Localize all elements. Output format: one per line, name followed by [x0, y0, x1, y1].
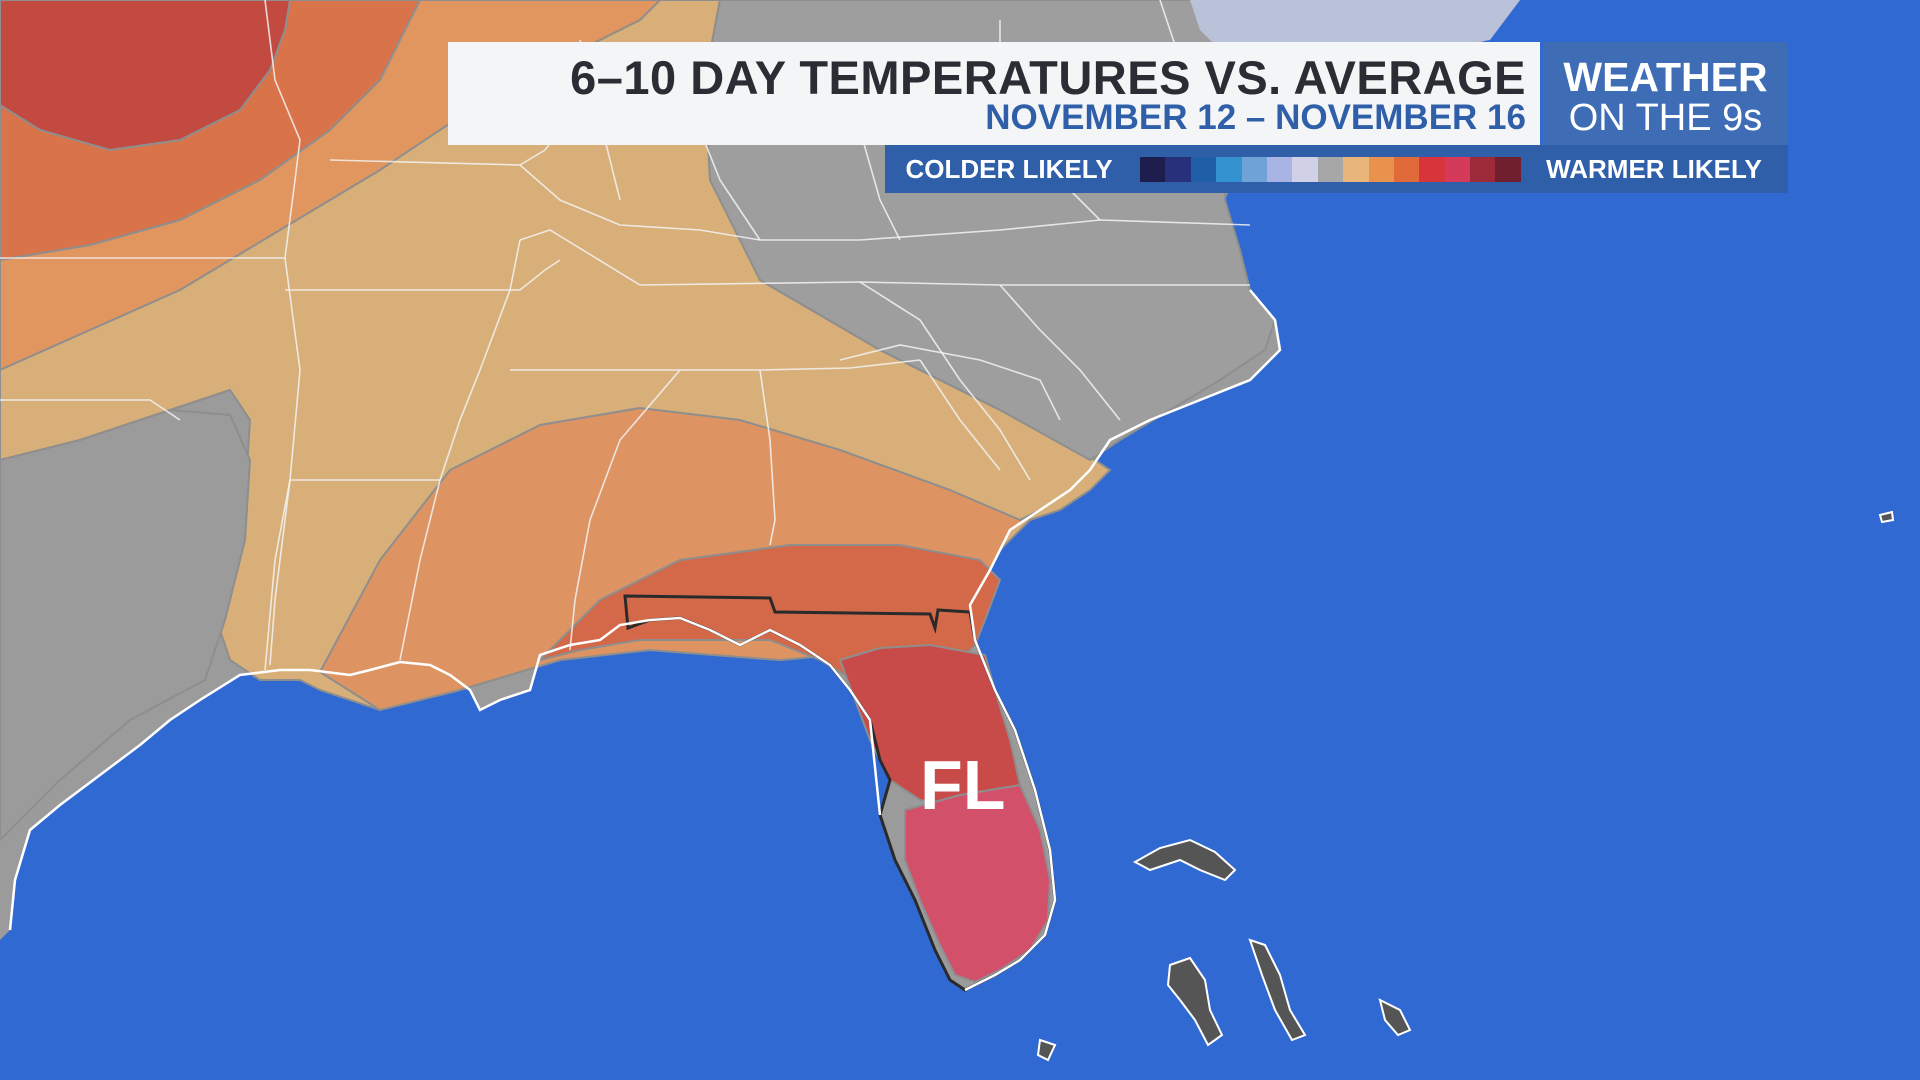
zone-north-warm-inner: [0, 0, 292, 152]
legend-swatch-6: [1266, 157, 1293, 182]
legend-colder-label: COLDER LIKELY: [905, 154, 1113, 184]
legend-swatch-3: [1190, 157, 1217, 182]
legend-swatch-8: [1317, 157, 1344, 182]
legend-swatch-13: [1444, 157, 1471, 182]
brand-logo-line2: ON THE 9s: [1568, 97, 1763, 139]
page-title: 6–10 DAY TEMPERATURES VS. AVERAGE: [570, 51, 1526, 104]
islands: [1036, 510, 1895, 1062]
legend-swatch-11: [1393, 157, 1420, 182]
legend-swatch-10: [1368, 157, 1394, 182]
brand-logo-line1: WEATHER: [1563, 54, 1768, 100]
legend-swatch-12: [1419, 157, 1445, 182]
zone-warm-strongest: [904, 783, 1052, 984]
zone-near-normal-west: [0, 408, 252, 842]
legend-swatch-9: [1343, 157, 1369, 182]
legend-color-scale: [1140, 157, 1521, 182]
legend-swatch-7: [1292, 157, 1318, 182]
legend-swatch-4: [1216, 157, 1242, 182]
brand-panel: [1543, 42, 1788, 145]
date-range: NOVEMBER 12 – NOVEMBER 16: [985, 98, 1526, 137]
coastline: [8, 289, 1282, 992]
legend-swatch-5: [1241, 157, 1267, 182]
legend-swatch-15: [1495, 157, 1521, 182]
state-label-florida: FL: [920, 746, 1006, 824]
legend-swatch-1: [1140, 157, 1166, 182]
legend-warmer-label: WARMER LIKELY: [1546, 154, 1762, 184]
title-panel: [448, 42, 1540, 145]
legend-swatch-14: [1470, 157, 1496, 182]
legend-swatch-2: [1165, 157, 1191, 182]
